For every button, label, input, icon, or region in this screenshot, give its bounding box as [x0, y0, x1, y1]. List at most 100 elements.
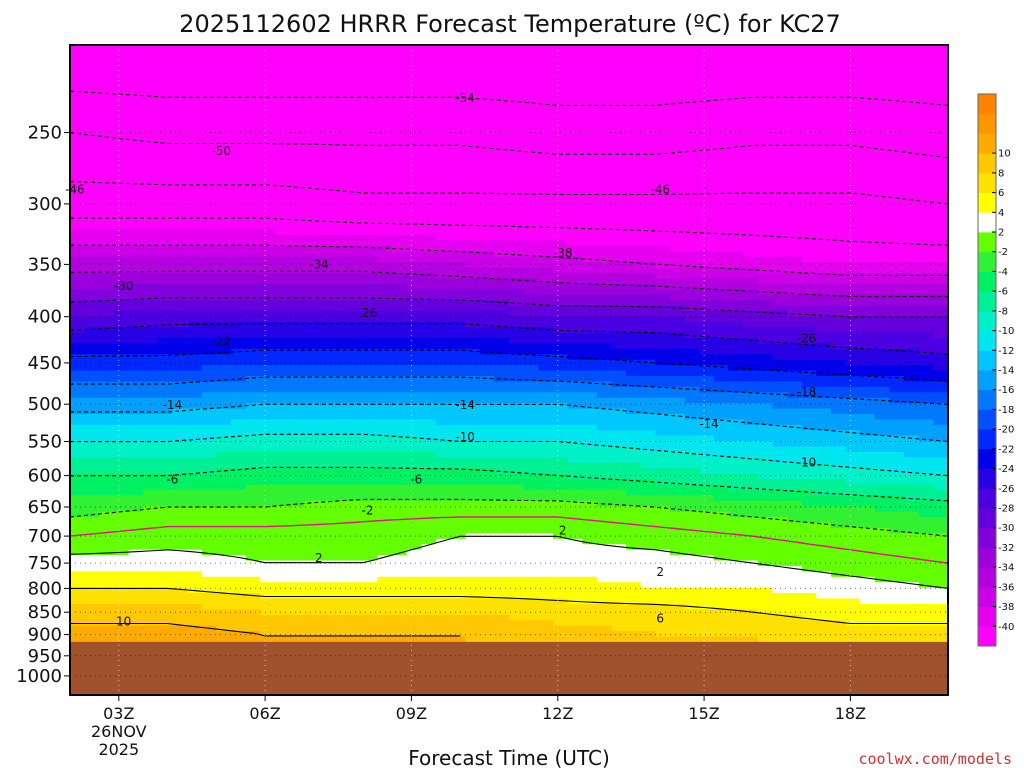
temperature-cell	[626, 55, 642, 62]
temperature-cell	[757, 126, 773, 133]
temperature-cell	[801, 50, 817, 57]
temperature-cell	[567, 186, 583, 193]
temperature-cell	[772, 327, 788, 334]
temperature-cell	[699, 473, 715, 480]
temperature-cell	[450, 489, 466, 496]
temperature-cell	[538, 148, 554, 155]
temperature-cell	[391, 61, 408, 68]
temperature-cell	[406, 365, 422, 372]
temperature-cell	[99, 300, 115, 307]
temperature-cell	[874, 148, 891, 155]
temperature-cell	[260, 115, 276, 122]
temperature-cell	[801, 175, 817, 182]
temperature-cell	[626, 218, 642, 225]
temperature-cell	[816, 435, 832, 442]
temperature-cell	[509, 365, 525, 372]
temperature-cell	[201, 169, 217, 176]
plot-area: -54-50-46 -46-38-34-30-26-26-22-18-14 -14-…	[65, 44, 949, 696]
temperature-cell	[523, 202, 539, 209]
temperature-cell	[348, 93, 364, 100]
temperature-cell	[187, 468, 203, 475]
temperature-cell	[128, 169, 144, 176]
temperature-cell	[406, 451, 422, 459]
temperature-cell	[230, 99, 247, 106]
temperature-cell	[509, 376, 525, 383]
temperature-cell	[655, 397, 671, 404]
temperature-cell	[391, 386, 408, 393]
temperature-cell	[626, 316, 642, 323]
temperature-cell	[933, 441, 948, 448]
temperature-cell	[699, 240, 715, 247]
temperature-cell	[128, 332, 144, 339]
temperature-cell	[274, 386, 291, 393]
temperature-cell	[377, 365, 393, 372]
temperature-cell	[260, 175, 276, 182]
temperature-cell	[216, 148, 232, 155]
temperature-cell	[201, 229, 217, 236]
temperature-cell	[157, 45, 174, 52]
temperature-cell	[684, 468, 700, 475]
temperature-cell	[391, 99, 408, 106]
temperature-cell	[230, 207, 247, 214]
temperature-cell	[494, 186, 510, 193]
temperature-cell	[918, 316, 934, 323]
temperature-cell	[435, 66, 452, 73]
temperature-cell	[596, 158, 613, 165]
temperature-cell	[684, 300, 700, 307]
temperature-cell	[713, 278, 730, 285]
temperature-cell	[596, 397, 613, 404]
temperature-cell	[830, 72, 847, 79]
temperature-cell	[816, 186, 832, 193]
temperature-cell	[479, 332, 495, 339]
temperature-cell	[70, 338, 86, 345]
temperature-cell	[143, 164, 159, 171]
temperature-cell	[772, 479, 788, 486]
temperature-cell	[669, 386, 686, 393]
temperature-cell	[743, 468, 759, 475]
temperature-cell	[494, 240, 510, 247]
temperature-cell	[728, 408, 744, 415]
temperature-cell	[889, 424, 905, 431]
temperature-cell	[713, 88, 730, 95]
temperature-cell	[143, 218, 159, 225]
temperature-cell	[713, 99, 730, 106]
temperature-cell	[377, 180, 393, 187]
temperature-cell	[801, 218, 817, 225]
temperature-cell	[538, 158, 554, 165]
temperature-cell	[143, 50, 159, 57]
temperature-cell	[157, 240, 174, 247]
temperature-cell	[874, 424, 891, 431]
temperature-cell	[128, 175, 144, 182]
temperature-cell	[801, 245, 817, 252]
temperature-cell	[889, 289, 905, 296]
temperature-cell	[128, 218, 144, 225]
temperature-cell	[684, 224, 700, 231]
temperature-cell	[84, 115, 100, 122]
temperature-cell	[889, 66, 905, 73]
temperature-cell	[143, 392, 159, 399]
temperature-cell	[274, 45, 291, 52]
temperature-cell	[801, 462, 817, 469]
temperature-cell	[70, 256, 86, 263]
temperature-cell	[304, 289, 320, 296]
temperature-cell	[845, 131, 861, 138]
temperature-cell	[450, 359, 466, 366]
temperature-cell	[772, 305, 788, 312]
temperature-cell	[684, 240, 700, 247]
temperature-cell	[348, 451, 364, 459]
temperature-cell	[552, 164, 569, 171]
temperature-cell	[728, 479, 744, 486]
temperature-cell	[187, 126, 203, 133]
temperature-cell	[201, 104, 217, 111]
temperature-cell	[889, 256, 905, 263]
temperature-cell	[611, 430, 627, 437]
temperature-cell	[596, 66, 613, 73]
temperature-cell	[187, 186, 203, 193]
temperature-cell	[523, 289, 539, 296]
temperature-cell	[699, 305, 715, 312]
temperature-cell	[70, 495, 86, 502]
temperature-cell	[99, 262, 115, 269]
temperature-cell	[728, 45, 744, 52]
temperature-cell	[640, 381, 656, 388]
temperature-cell	[918, 164, 934, 171]
